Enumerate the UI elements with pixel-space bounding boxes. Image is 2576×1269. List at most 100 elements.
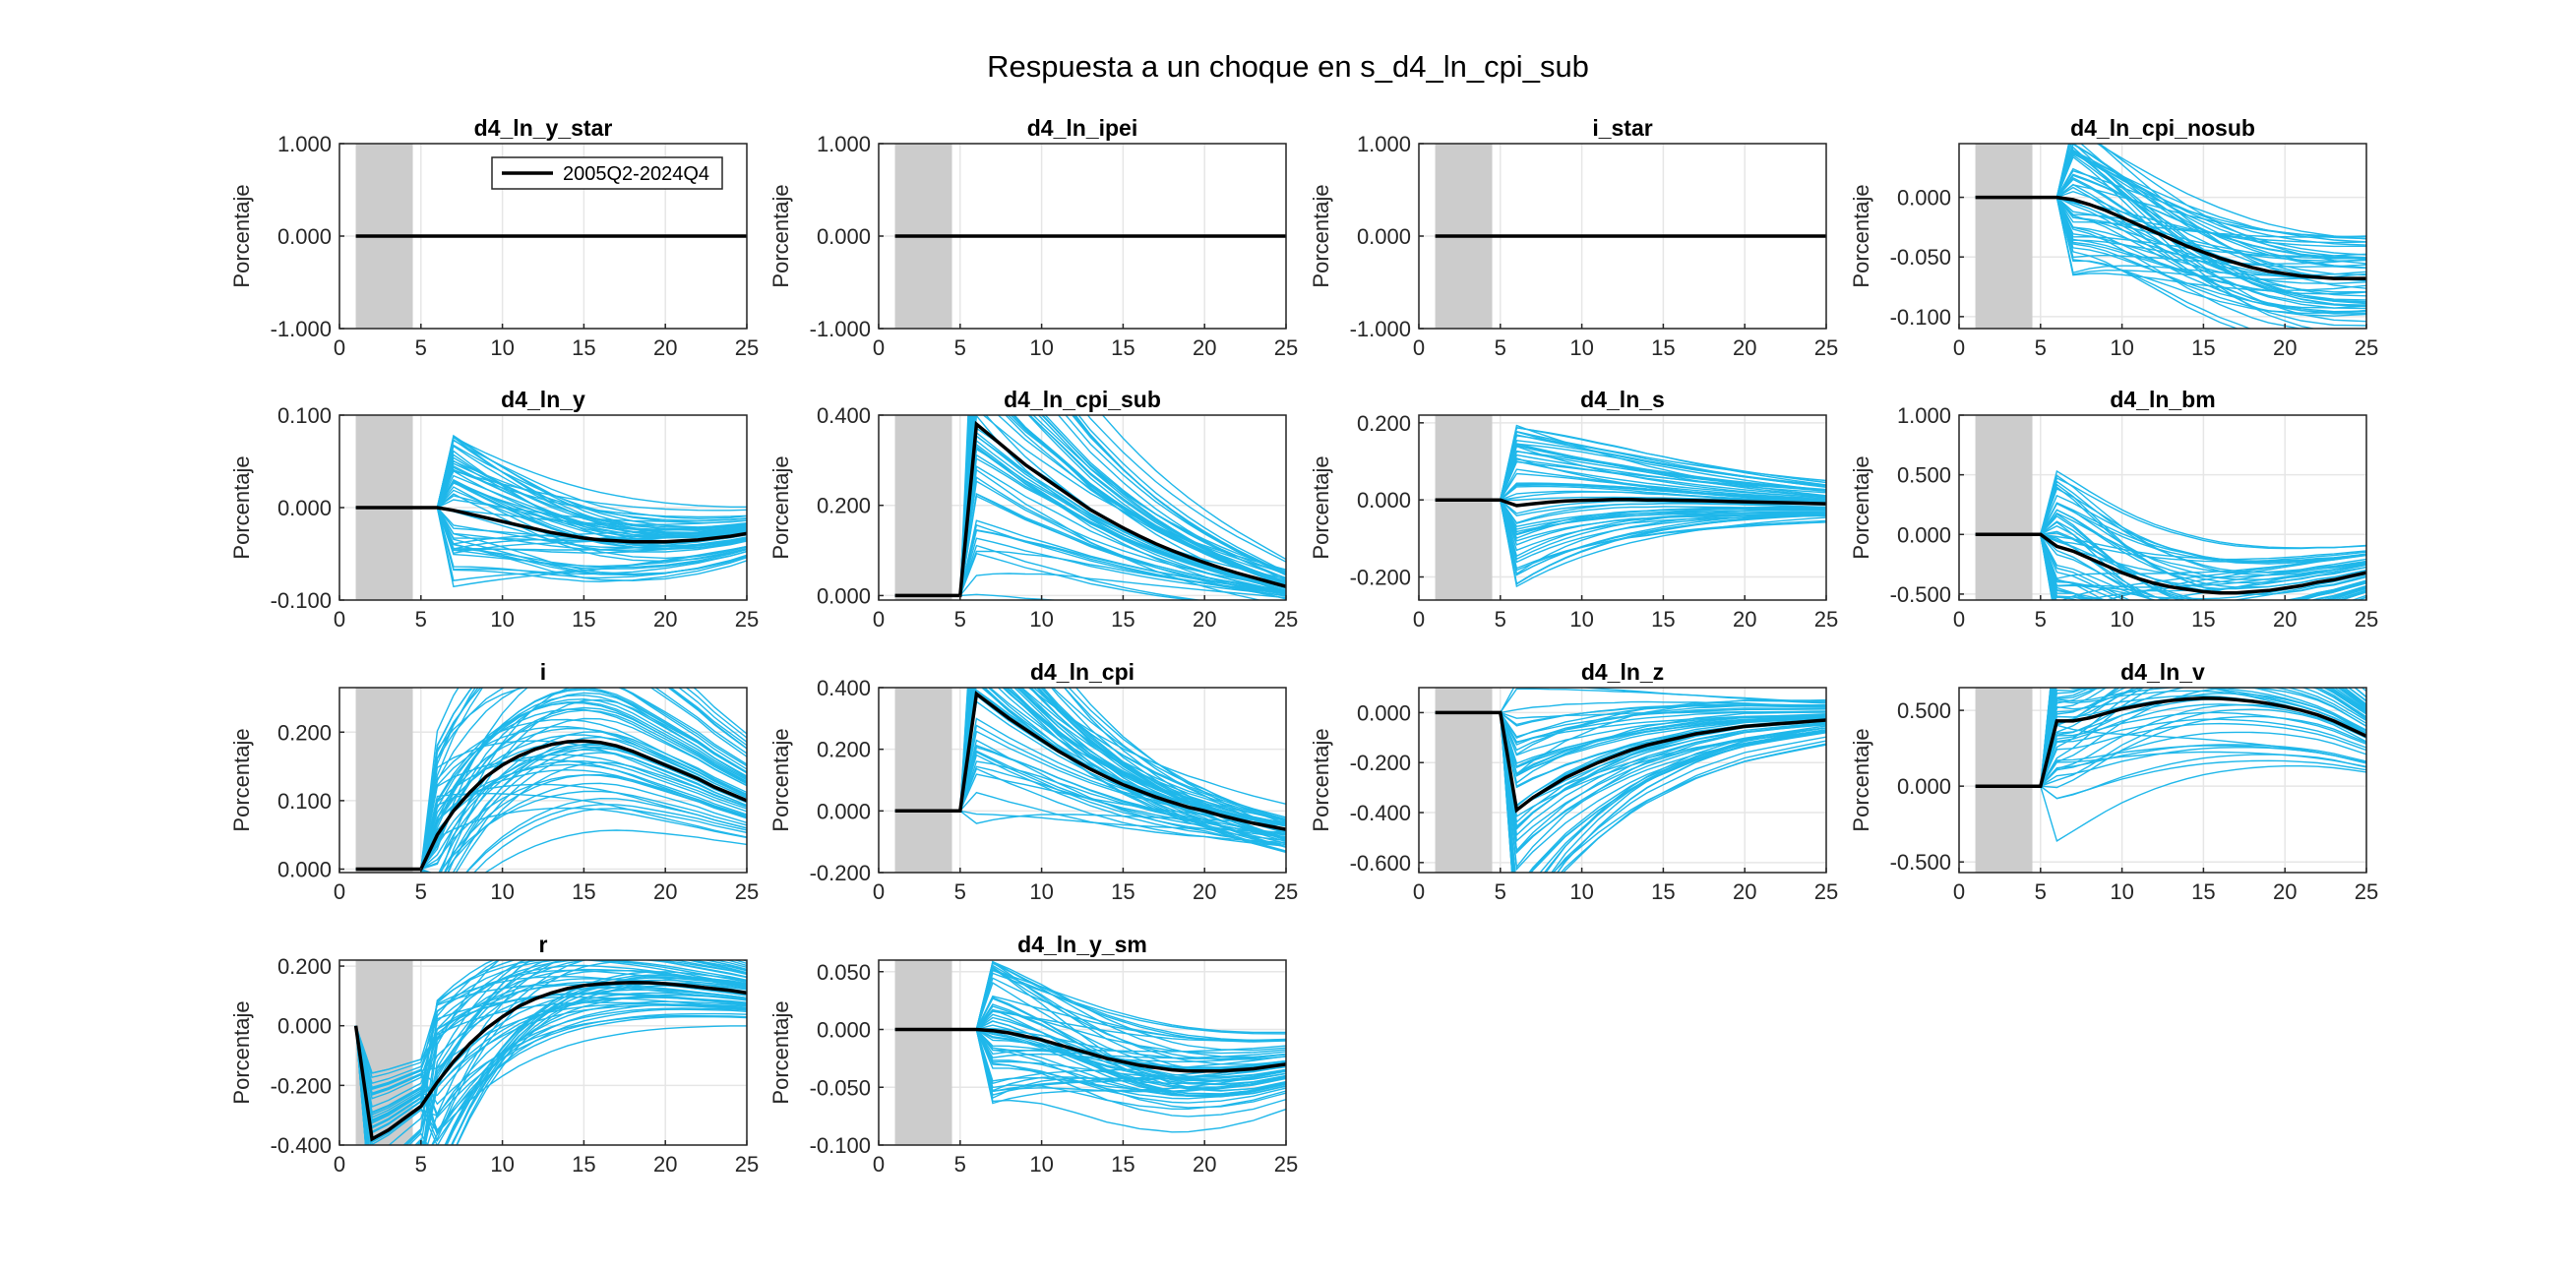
subplot-title: d4_ln_z (1581, 659, 1664, 685)
x-tick-label: 5 (415, 607, 427, 632)
y-axis-label: Porcentaje (1309, 728, 1333, 831)
draw-line (355, 436, 747, 509)
draw-lines (894, 415, 1286, 600)
x-tick-label: 10 (1029, 879, 1053, 904)
draw-line (1975, 722, 2366, 787)
series-line-respuesta (353, 980, 747, 1142)
x-tick-label: 0 (334, 879, 345, 904)
subplot-title: i (540, 659, 546, 685)
y-tick-label: -0.100 (810, 1133, 871, 1158)
x-tick-label: 10 (2110, 607, 2133, 632)
draw-line (355, 736, 747, 873)
y-axis-label: Porcentaje (768, 728, 793, 831)
y-tick-label: -0.050 (1890, 245, 1951, 270)
series-line-respuesta (1435, 498, 1826, 508)
subplot-title: d4_ln_y (501, 387, 585, 412)
shaded-period (894, 688, 952, 873)
x-tick-label: 15 (1651, 607, 1675, 632)
x-tick-label: 5 (1495, 335, 1506, 360)
axes-box (338, 687, 748, 874)
series-line-respuesta (1975, 532, 2366, 595)
draw-line (1975, 765, 2366, 842)
y-tick-label: 0.400 (817, 403, 871, 428)
draw-line (354, 996, 747, 1079)
x-tick-label: 15 (1111, 607, 1135, 632)
shaded-period (1435, 415, 1493, 600)
x-tick-label: 15 (1111, 335, 1135, 360)
x-tick-label: 15 (1651, 879, 1675, 904)
draw-line (1975, 486, 2366, 596)
draw-line (894, 415, 1286, 597)
x-tick-label: 20 (1733, 335, 1756, 360)
draw-line (354, 989, 747, 1124)
draw-line (354, 971, 747, 1145)
draw-line (894, 688, 1286, 824)
shaded-period (1975, 144, 2033, 329)
x-tick-label: 25 (735, 607, 759, 632)
shaded-period (894, 960, 952, 1145)
y-axis-label: Porcentaje (1849, 184, 1873, 287)
x-tick-label: 25 (2355, 879, 2378, 904)
draw-line (354, 1025, 747, 1135)
x-tick-label: 10 (1029, 607, 1053, 632)
x-tick-label: 15 (2191, 879, 2215, 904)
y-tick-label: -0.500 (1890, 850, 1951, 875)
x-tick-label: 10 (1569, 607, 1593, 632)
y-tick-label: 1.000 (817, 132, 871, 156)
subplot-title: d4_ln_y_sm (1017, 932, 1147, 957)
y-tick-label: 0.000 (1357, 488, 1411, 513)
x-tick-label: 25 (1814, 607, 1838, 632)
y-axis-label: Porcentaje (1309, 184, 1333, 287)
subplot-title: r (539, 932, 548, 957)
x-tick-label: 20 (653, 335, 677, 360)
draw-line (1975, 196, 2366, 306)
x-tick-label: 25 (1274, 335, 1298, 360)
y-tick-label: 0.200 (277, 954, 332, 979)
x-tick-label: 15 (1651, 335, 1675, 360)
y-tick-label: 0.000 (817, 1018, 871, 1043)
x-tick-label: 5 (954, 335, 966, 360)
x-tick-label: 0 (873, 1152, 885, 1177)
y-tick-label: 0.000 (1357, 224, 1411, 249)
x-tick-label: 10 (1569, 335, 1593, 360)
x-tick-label: 5 (2035, 879, 2047, 904)
x-tick-label: 0 (334, 607, 345, 632)
series-line-respuesta (894, 1027, 1286, 1073)
x-tick-label: 10 (2110, 879, 2133, 904)
y-axis-label: Porcentaje (229, 455, 254, 559)
subplot-d4_ln_y: 0 5 10 15 20 25 -0.100 0.000 0.100 d4_ln_y Porcent… (229, 387, 759, 632)
subplot-d4_ln_cpi_sub: 0 5 10 15 20 25 0.000 0.200 0.400 d4_ln_cpi_sub Po… (768, 387, 1298, 632)
draw-line (1435, 430, 1826, 501)
draw-line (354, 960, 747, 1145)
figure-title: Respuesta a un choque en s_d4_ln_cpi_sub (987, 49, 1589, 84)
subplot-d4_ln_z: 0 5 10 15 20 25 -0.600 -0.400 -0.200 0.000 d4_ln_z… (1309, 659, 1838, 904)
draw-line (1975, 469, 2366, 549)
x-tick-label: 20 (1193, 1152, 1216, 1177)
y-tick-label: 0.100 (277, 789, 332, 814)
x-tick-label: 0 (1953, 879, 1965, 904)
x-tick-label: 20 (653, 1152, 677, 1177)
x-tick-label: 5 (1495, 879, 1506, 904)
draw-line (1975, 533, 2366, 600)
draw-line (1975, 724, 2366, 787)
subplot-d4_ln_bm: 0 5 10 15 20 25 -0.500 0.000 0.500 1.000 d4_ln_bm P… (1849, 387, 2378, 632)
x-tick-label: 10 (490, 879, 514, 904)
y-tick-label: 0.000 (817, 583, 871, 608)
x-tick-label: 5 (954, 879, 966, 904)
x-tick-label: 15 (572, 1152, 595, 1177)
y-tick-label: -0.200 (810, 861, 871, 885)
y-tick-label: 0.000 (1357, 700, 1411, 725)
x-tick-label: 20 (1733, 607, 1756, 632)
x-tick-label: 0 (334, 1152, 345, 1177)
x-tick-label: 20 (1193, 879, 1216, 904)
draw-lines (355, 434, 747, 588)
y-tick-label: 0.000 (1897, 186, 1951, 211)
subplot-d4_ln_y_star: 0 5 10 15 20 25 -1.000 0.000 1.000 d4_ln_y_star Po… (229, 115, 759, 360)
series-line-respuesta (1975, 195, 2366, 280)
draw-line (355, 741, 747, 871)
x-tick-label: 0 (1953, 607, 1965, 632)
x-tick-label: 5 (2035, 607, 2047, 632)
draw-line (354, 982, 747, 1145)
y-axis-label: Porcentaje (1849, 728, 1873, 831)
